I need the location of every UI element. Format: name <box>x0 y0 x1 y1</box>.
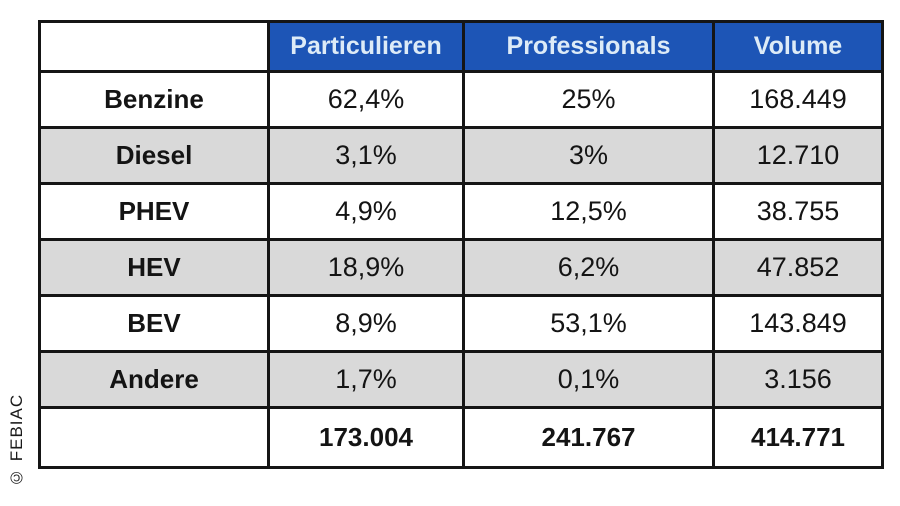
totals-row: 173.004 241.767 414.771 <box>38 406 884 469</box>
row-label: HEV <box>38 238 270 297</box>
data-cell-particulieren: 18,9% <box>267 238 465 297</box>
column-header-particulieren: Particulieren <box>267 20 465 73</box>
column-header-volume: Volume <box>712 20 884 73</box>
table-row: Andere 1,7% 0,1% 3.156 <box>38 350 884 409</box>
row-label: Andere <box>38 350 270 409</box>
header-row: Particulieren Professionals Volume <box>38 20 884 73</box>
data-cell-volume: 143.849 <box>712 294 884 353</box>
data-cell-particulieren: 4,9% <box>267 182 465 241</box>
data-cell-volume: 38.755 <box>712 182 884 241</box>
data-cell-professionals: 6,2% <box>462 238 715 297</box>
totals-volume: 414.771 <box>712 406 884 469</box>
table-row: Diesel 3,1% 3% 12.710 <box>38 126 884 185</box>
data-cell-professionals: 53,1% <box>462 294 715 353</box>
data-cell-professionals: 0,1% <box>462 350 715 409</box>
data-cell-professionals: 25% <box>462 70 715 129</box>
data-cell-particulieren: 3,1% <box>267 126 465 185</box>
table-header: Particulieren Professionals Volume <box>38 20 884 73</box>
row-label: PHEV <box>38 182 270 241</box>
table-row: HEV 18,9% 6,2% 47.852 <box>38 238 884 297</box>
row-label: BEV <box>38 294 270 353</box>
data-cell-particulieren: 62,4% <box>267 70 465 129</box>
data-cell-particulieren: 8,9% <box>267 294 465 353</box>
febiac-copyright: © FEBIAC <box>7 393 26 487</box>
data-cell-volume: 12.710 <box>712 126 884 185</box>
data-cell-volume: 3.156 <box>712 350 884 409</box>
table-body: Benzine 62,4% 25% 168.449 Diesel 3,1% 3% 12.710… <box>38 70 884 409</box>
totals-label-cell <box>38 406 270 469</box>
column-header-professionals: Professionals <box>462 20 715 73</box>
data-cell-professionals: 3% <box>462 126 715 185</box>
totals-professionals: 241.767 <box>462 406 715 469</box>
corner-cell <box>38 20 270 73</box>
data-cell-volume: 168.449 <box>712 70 884 129</box>
data-cell-professionals: 12,5% <box>462 182 715 241</box>
table-row: BEV 8,9% 53,1% 143.849 <box>38 294 884 353</box>
table-row: Benzine 62,4% 25% 168.449 <box>38 70 884 129</box>
totals-particulieren: 173.004 <box>267 406 465 469</box>
table-footer: 173.004 241.767 414.771 <box>38 406 884 469</box>
table-row: PHEV 4,9% 12,5% 38.755 <box>38 182 884 241</box>
row-label: Diesel <box>38 126 270 185</box>
fuel-type-registration-table: Particulieren Professionals Volume Benzi… <box>38 20 884 469</box>
row-label: Benzine <box>38 70 270 129</box>
data-cell-particulieren: 1,7% <box>267 350 465 409</box>
registration-table-container: Particulieren Professionals Volume Benzi… <box>38 20 884 469</box>
data-cell-volume: 47.852 <box>712 238 884 297</box>
